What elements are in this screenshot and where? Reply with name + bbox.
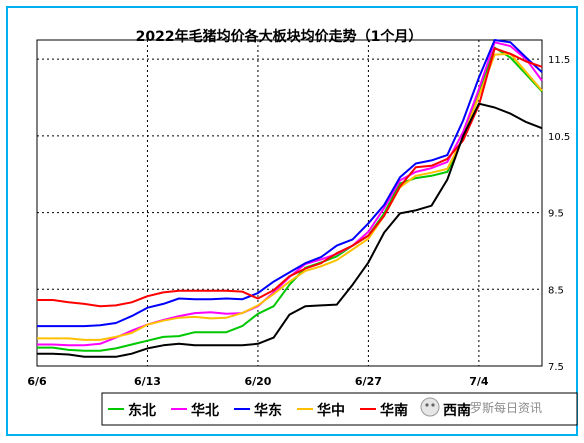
watermark-badge-icon [420, 397, 440, 417]
y-axis-labels: 7.5 8.5 9.5 10.5 11.5 [548, 55, 570, 373]
watermark-badge-dot-right [431, 403, 435, 407]
x-tick-label: 6/27 [355, 375, 382, 388]
chart-title: 2022年毛猪均价各大板块均价走势（1个月） [136, 28, 423, 45]
chart-frame [6, 6, 578, 436]
watermark: 罗斯每日资讯 [420, 397, 542, 417]
y-tick-label: 11.5 [548, 55, 570, 66]
legend-label-4: 华南 [380, 402, 408, 419]
watermark-badge-dot-left [425, 403, 429, 407]
legend-label-1: 华北 [191, 402, 219, 419]
y-tick-label: 9.5 [548, 209, 564, 220]
series-lines [37, 39, 543, 358]
x-tick-label: 7/4 [469, 375, 489, 388]
y-tick-label: 10.5 [548, 132, 570, 143]
series-line-5 [37, 102, 543, 358]
series-line-2 [37, 39, 543, 328]
legend-label-3: 华中 [317, 402, 345, 419]
legend-label-0: 东北 [128, 402, 156, 419]
watermark-text: 罗斯每日资讯 [470, 400, 542, 415]
x-tick-label: 6/13 [134, 375, 161, 388]
legend-label-2: 华东 [254, 402, 282, 419]
legend-label-5: 西南 [443, 402, 471, 419]
y-tick-label: 7.5 [548, 362, 564, 373]
x-axis-labels: 6/6 6/13 6/20 6/27 7/4 [27, 375, 489, 388]
x-tick-label: 6/20 [244, 375, 271, 388]
y-tick-label: 8.5 [548, 285, 564, 296]
x-tick-label: 6/6 [27, 375, 47, 388]
series-line-4 [37, 47, 543, 308]
plot-area [36, 39, 543, 367]
grid-lines [37, 40, 542, 366]
